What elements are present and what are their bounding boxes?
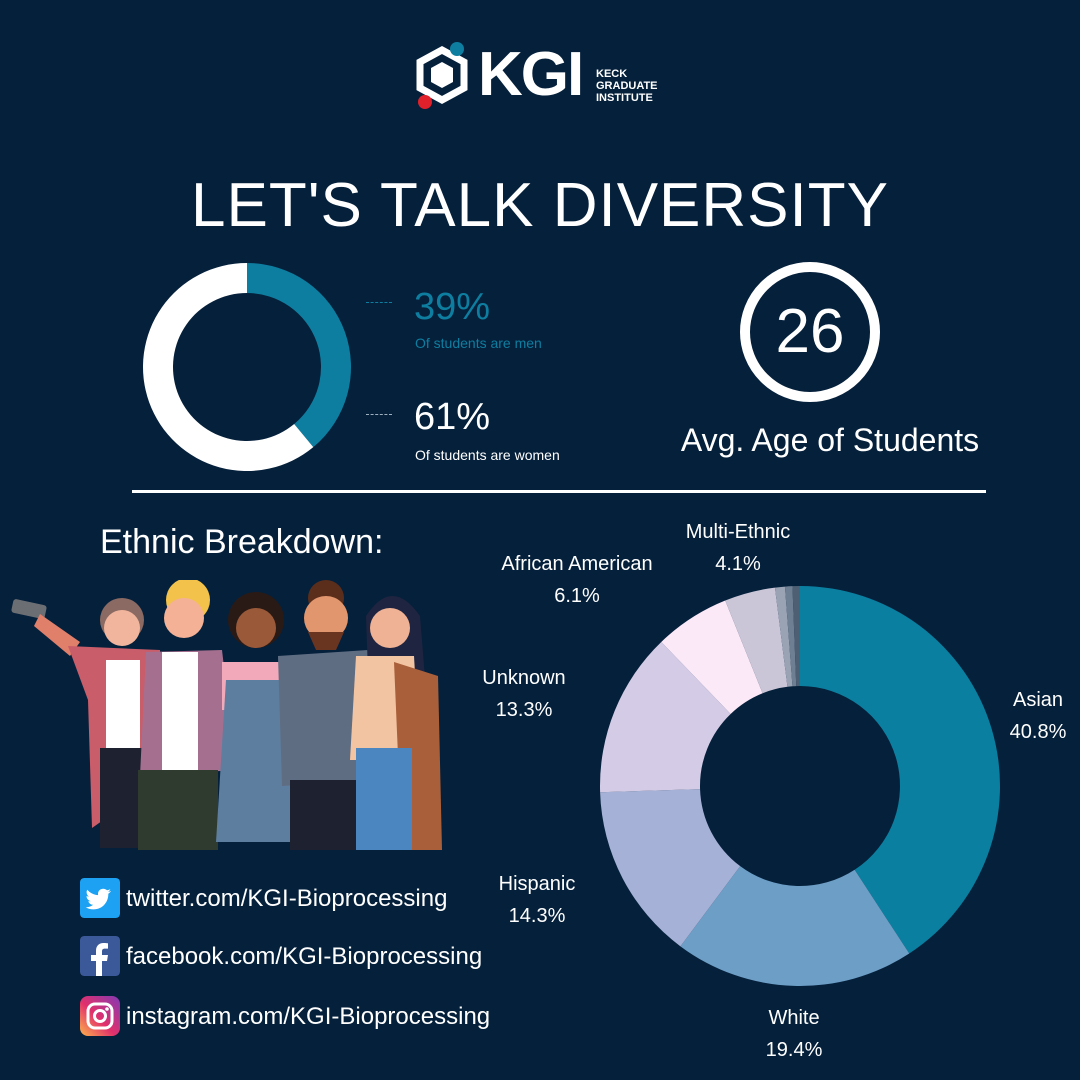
ethnic-slice-asian xyxy=(800,586,1001,954)
ethnic-slice-multi-ethnic xyxy=(725,587,788,694)
twitter-url[interactable]: twitter.com/KGI-Bioprocessing xyxy=(126,885,448,912)
label-multi-ethnic: Multi-Ethnic xyxy=(686,521,790,543)
logo-subtext: KECK GRADUATE INSTITUTE xyxy=(596,68,658,104)
ethnic-slice-unknown xyxy=(600,641,731,793)
instagram-icon xyxy=(80,996,120,1036)
value-african-american: 6.1% xyxy=(554,585,600,607)
men-leader-line xyxy=(366,302,392,303)
value-hispanic: 14.3% xyxy=(509,905,566,927)
men-label: Of students are men xyxy=(415,335,542,351)
women-percent: 61% xyxy=(414,396,491,438)
label-hispanic: Hispanic xyxy=(499,873,576,895)
ethnic-donut-chart: Asian 40.8% White 19.4% Hispanic 14.3% Unknown… xyxy=(482,521,1067,1061)
ethnic-slice-other-b xyxy=(784,586,797,687)
gender-donut-chart xyxy=(143,263,351,471)
ethnic-slice-hispanic xyxy=(600,789,741,947)
facebook-icon xyxy=(80,936,120,976)
value-white: 19.4% xyxy=(766,1039,823,1061)
kgi-logo: KGI KECK GRADUATE INSTITUTE xyxy=(410,40,680,112)
ethnic-slice-white xyxy=(680,866,910,986)
women-leader-line xyxy=(366,414,392,415)
ethnic-slice-other-c xyxy=(792,586,800,687)
hexagon-logo-icon xyxy=(416,42,468,109)
twitter-icon xyxy=(80,878,120,918)
men-percent: 39% xyxy=(414,286,491,328)
instagram-url[interactable]: instagram.com/KGI-Bioprocessing xyxy=(126,1003,491,1030)
ethnic-slice-african-american xyxy=(661,600,763,714)
value-unknown: 13.3% xyxy=(496,699,553,721)
ethnic-heading: Ethnic Breakdown: xyxy=(100,523,384,561)
gender-slice-men xyxy=(247,263,351,448)
age-label: Avg. Age of Students xyxy=(680,422,980,458)
label-asian: Asian xyxy=(1013,689,1063,711)
logo-wordmark: KGI xyxy=(478,40,584,109)
page-title: LET'S TALK DIVERSITY xyxy=(191,171,889,240)
women-label: Of students are women xyxy=(415,447,560,463)
facebook-url[interactable]: facebook.com/KGI-Bioprocessing xyxy=(126,943,483,970)
value-asian: 40.8% xyxy=(1010,721,1067,743)
section-divider xyxy=(132,490,986,493)
label-white: White xyxy=(768,1007,819,1029)
value-multi-ethnic: 4.1% xyxy=(715,553,761,575)
gender-slice-women xyxy=(143,263,314,471)
label-unknown: Unknown xyxy=(482,667,565,689)
label-african-american: African American xyxy=(501,553,652,575)
age-value: 26 xyxy=(775,297,845,366)
ethnic-slice-other-a xyxy=(774,586,793,687)
students-group-illustration xyxy=(11,580,442,850)
age-ring: 26 xyxy=(740,262,880,402)
